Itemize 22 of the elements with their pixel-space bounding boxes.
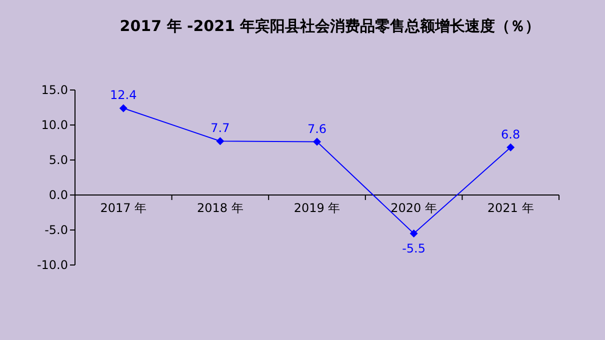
data-label: 12.4 [110, 88, 137, 102]
x-tick-label: 2021 年 [487, 201, 534, 215]
y-tick-label: 15.0 [41, 83, 68, 97]
point [410, 230, 418, 238]
y-tick-label: 5.0 [48, 153, 68, 167]
point [216, 137, 224, 146]
y-tick-label: -5.0 [44, 223, 68, 237]
y-tick-label: 10.0 [41, 118, 68, 132]
data-label: 7.6 [307, 122, 327, 136]
chart-title: 2017 年 -2021 年宾阳县社会消费品零售总额增长速度（％） [120, 17, 540, 35]
point [506, 143, 515, 152]
data-label: -5.5 [402, 242, 426, 256]
data-label: 6.8 [501, 127, 520, 142]
x-tick-label: 2019 年 [294, 201, 340, 215]
point [313, 138, 321, 146]
x-tick-label: 2018 年 [197, 201, 244, 215]
x-tick-label: 2020 年 [390, 201, 437, 215]
data-label: 7.7 [210, 121, 230, 136]
y-tick-label: -10.0 [36, 258, 68, 272]
x-tick-label: 2017 年 [100, 201, 147, 215]
point [119, 104, 128, 112]
y-tick-label: 0.0 [48, 188, 68, 202]
